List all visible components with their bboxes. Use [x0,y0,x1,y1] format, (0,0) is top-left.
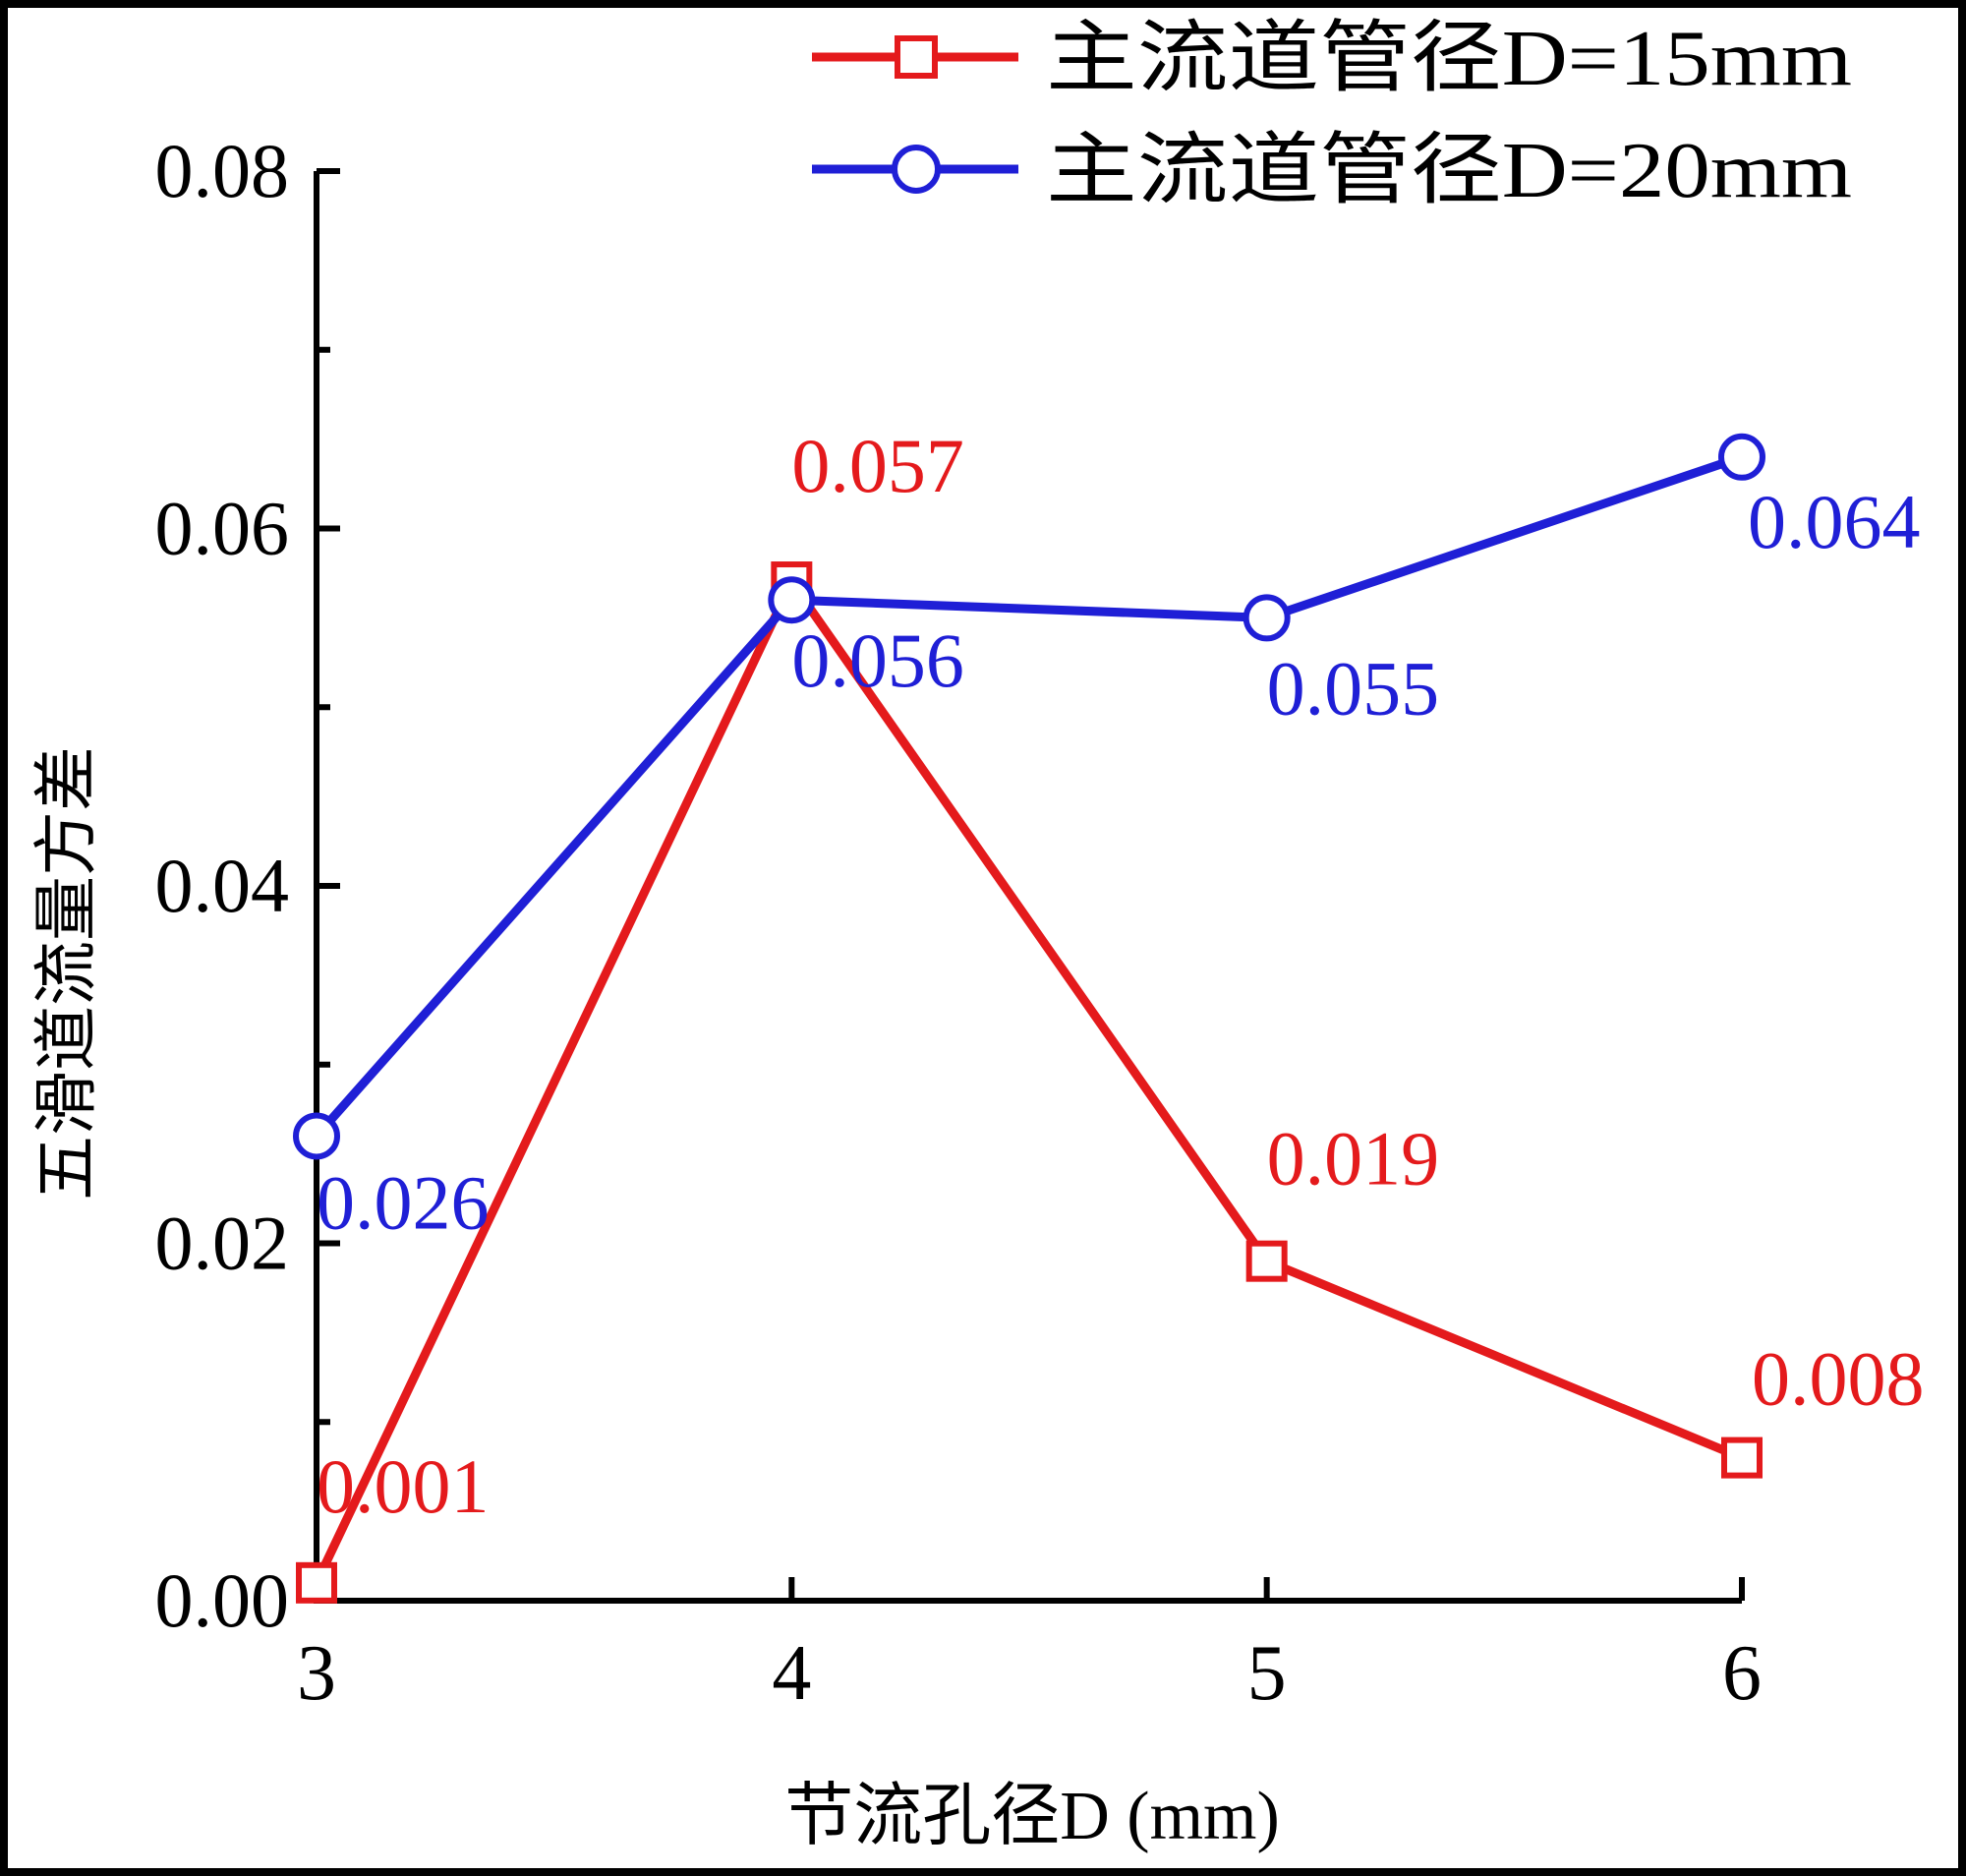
x-tick-label: 3 [297,1630,336,1717]
y-tick-label: 0.08 [155,128,290,213]
data-point-circle [293,1112,340,1160]
legend-square-marker [895,35,938,79]
series-2 [293,433,1765,1160]
y-axis-label: 五滑道流量方差 [31,746,103,1201]
data-point-square [296,1561,337,1604]
legend: 主流道管径D=15mm 主流道管径D=20mm [812,16,1852,214]
data-label: 0.056 [791,617,964,703]
data-point-circle [1243,594,1291,642]
legend-item-1: 主流道管径D=15mm [812,16,1852,102]
axes: 0.00 0.02 0.04 0.06 0.08 3 4 5 6 [155,128,1763,1717]
data-label: 0.055 [1267,645,1440,731]
data-label: 0.026 [317,1159,490,1245]
y-tick-label: 0.02 [155,1201,290,1286]
x-tick-label: 4 [772,1630,811,1717]
data-point-square [1245,1240,1288,1282]
data-labels: 0.001 0.057 0.019 0.008 0.026 0.056 0.055 0.064 [317,423,1925,1529]
series-1 [296,561,1763,1604]
y-tick-label: 0.06 [155,486,290,571]
series-line [313,452,1744,1140]
data-label: 0.019 [1267,1116,1440,1202]
data-label: 0.064 [1748,479,1921,564]
data-label: 0.001 [317,1443,490,1529]
series-line [312,573,1744,1585]
data-point-square [1721,1436,1763,1479]
data-point-circle [768,576,816,624]
data-point-circle [1718,433,1765,481]
legend-circle-marker [892,145,941,194]
y-tick-label: 0.00 [155,1557,290,1643]
x-tick-label: 5 [1247,1630,1287,1717]
series-layer [293,433,1765,1604]
data-label: 0.057 [791,423,964,508]
y-tick-label: 0.04 [155,843,290,928]
data-label: 0.008 [1752,1336,1925,1422]
legend-label: 主流道管径D=20mm [1046,128,1852,214]
legend-label: 主流道管径D=15mm [1046,16,1852,102]
legend-item-2: 主流道管径D=20mm [812,128,1852,214]
x-axis-label: 节流孔径D (mm) [784,1779,1280,1854]
x-tick-label: 6 [1722,1630,1762,1717]
